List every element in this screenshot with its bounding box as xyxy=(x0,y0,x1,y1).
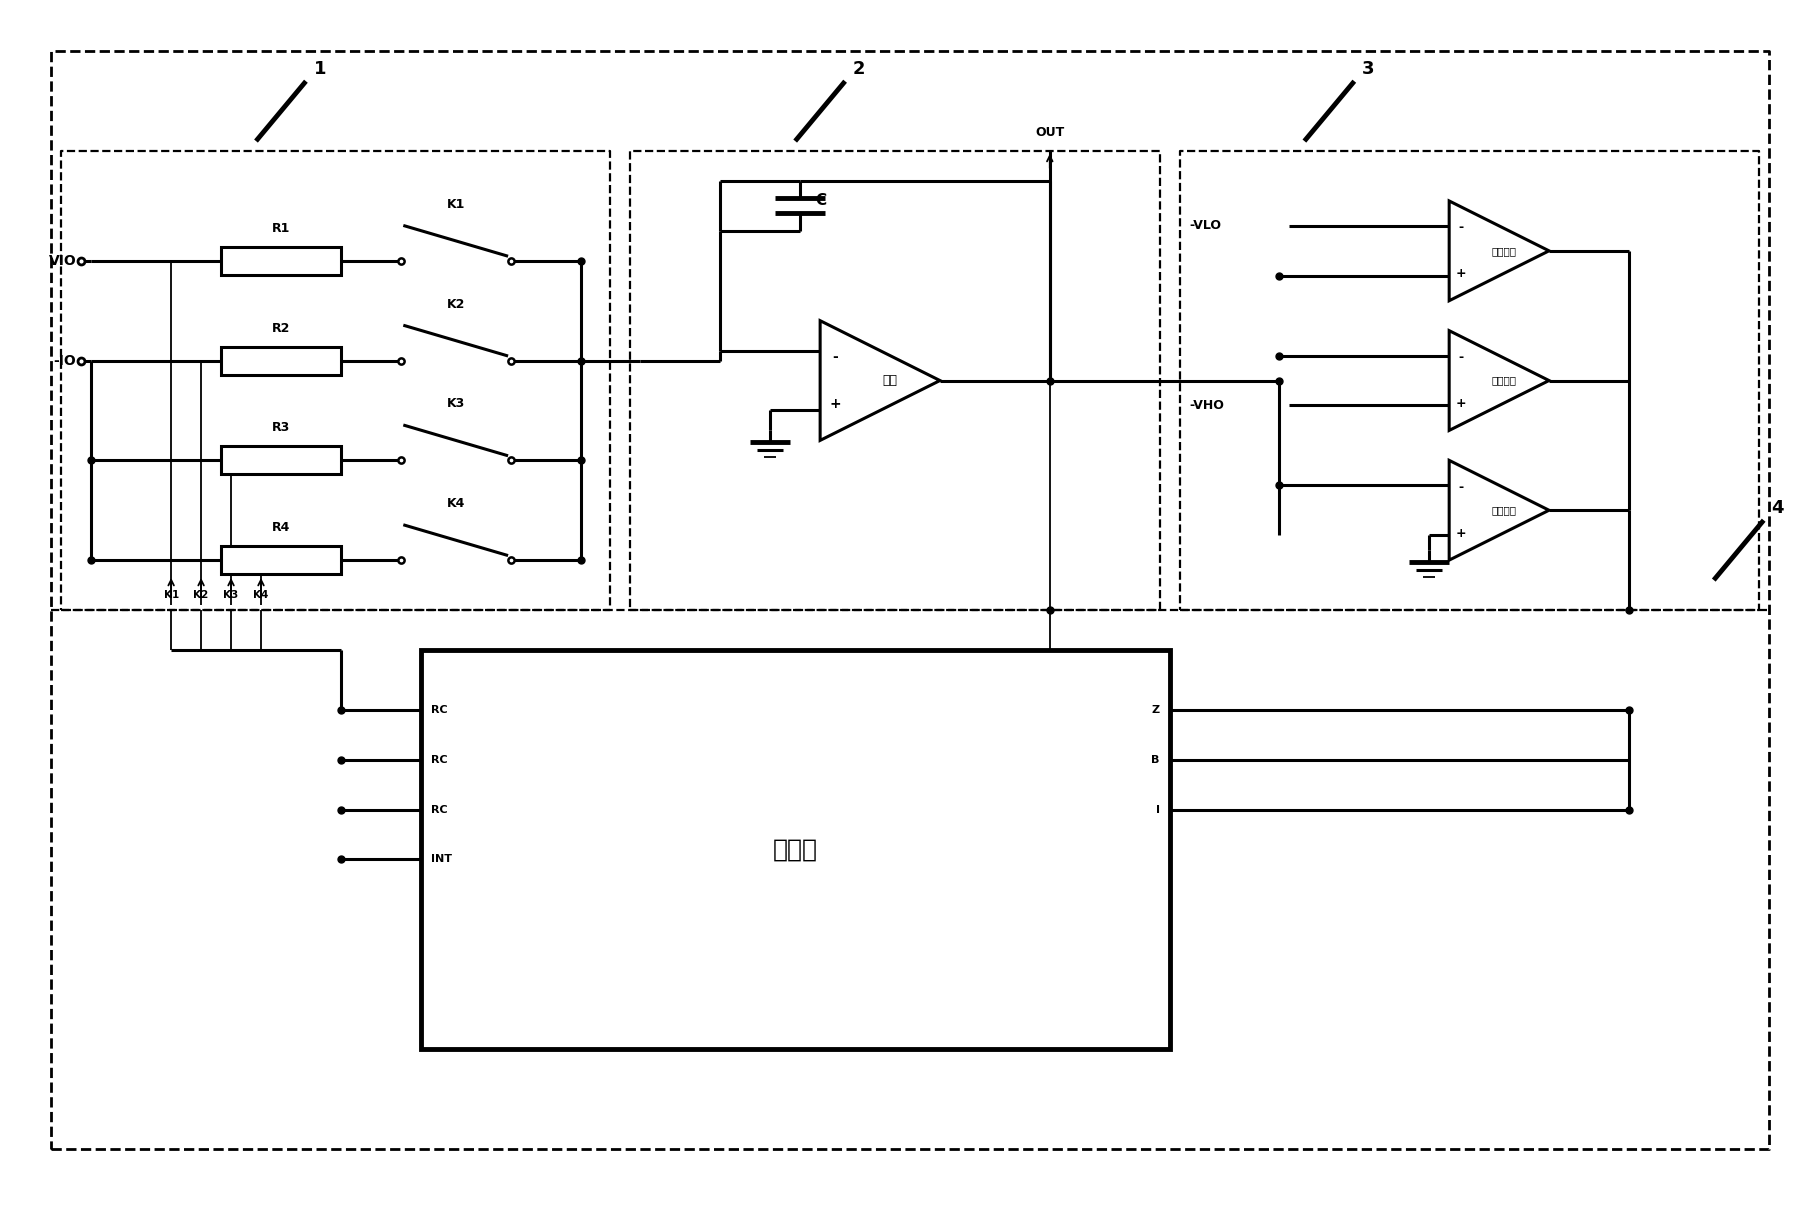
Text: VIO: VIO xyxy=(49,253,76,268)
Text: +: + xyxy=(1456,267,1467,280)
Text: R3: R3 xyxy=(271,422,289,434)
Text: OUT: OUT xyxy=(1036,127,1065,139)
Text: K2: K2 xyxy=(193,590,209,600)
Text: 上限比较: 上限比较 xyxy=(1492,375,1516,385)
Polygon shape xyxy=(1449,331,1549,430)
Text: -VLO: -VLO xyxy=(1190,219,1221,232)
Text: 超限比较: 超限比较 xyxy=(1492,506,1516,515)
Text: -: - xyxy=(832,349,837,364)
Text: -VHO: -VHO xyxy=(1190,399,1225,412)
Text: -: - xyxy=(1458,351,1463,364)
Text: 1: 1 xyxy=(313,60,326,79)
Polygon shape xyxy=(821,321,939,440)
Text: K4: K4 xyxy=(446,497,464,510)
Bar xyxy=(220,446,340,475)
Text: +: + xyxy=(830,397,841,412)
Text: I: I xyxy=(1156,804,1159,814)
Text: 下限比较: 下限比较 xyxy=(1492,246,1516,256)
Text: RC: RC xyxy=(431,705,448,715)
Text: Z: Z xyxy=(1152,705,1159,715)
Polygon shape xyxy=(1449,200,1549,300)
Text: B: B xyxy=(1152,755,1159,765)
Text: INT: INT xyxy=(431,855,451,865)
Bar xyxy=(220,347,340,375)
Text: K1: K1 xyxy=(164,590,178,600)
Text: 单片机: 单片机 xyxy=(774,838,817,861)
Text: K3: K3 xyxy=(224,590,238,600)
Text: 3: 3 xyxy=(1363,60,1374,79)
Polygon shape xyxy=(1449,460,1549,560)
Bar xyxy=(220,247,340,274)
Text: RC: RC xyxy=(431,804,448,814)
Bar xyxy=(420,649,1170,1049)
Text: +: + xyxy=(1456,526,1467,540)
Text: 4: 4 xyxy=(1771,499,1784,518)
Text: -: - xyxy=(1458,481,1463,493)
Text: -: - xyxy=(1458,221,1463,235)
Text: K1: K1 xyxy=(446,198,464,210)
Text: +: + xyxy=(1456,397,1467,410)
Text: K3: K3 xyxy=(446,397,464,411)
Text: R4: R4 xyxy=(271,522,289,534)
Text: R2: R2 xyxy=(271,321,289,335)
Text: K2: K2 xyxy=(446,298,464,311)
Text: C: C xyxy=(815,193,826,208)
Text: RC: RC xyxy=(431,755,448,765)
Text: R1: R1 xyxy=(271,221,289,235)
Text: 运放: 运放 xyxy=(883,374,897,387)
Text: -IO: -IO xyxy=(53,353,76,368)
Text: K4: K4 xyxy=(253,590,269,600)
Bar xyxy=(220,546,340,574)
Text: 2: 2 xyxy=(854,60,866,79)
